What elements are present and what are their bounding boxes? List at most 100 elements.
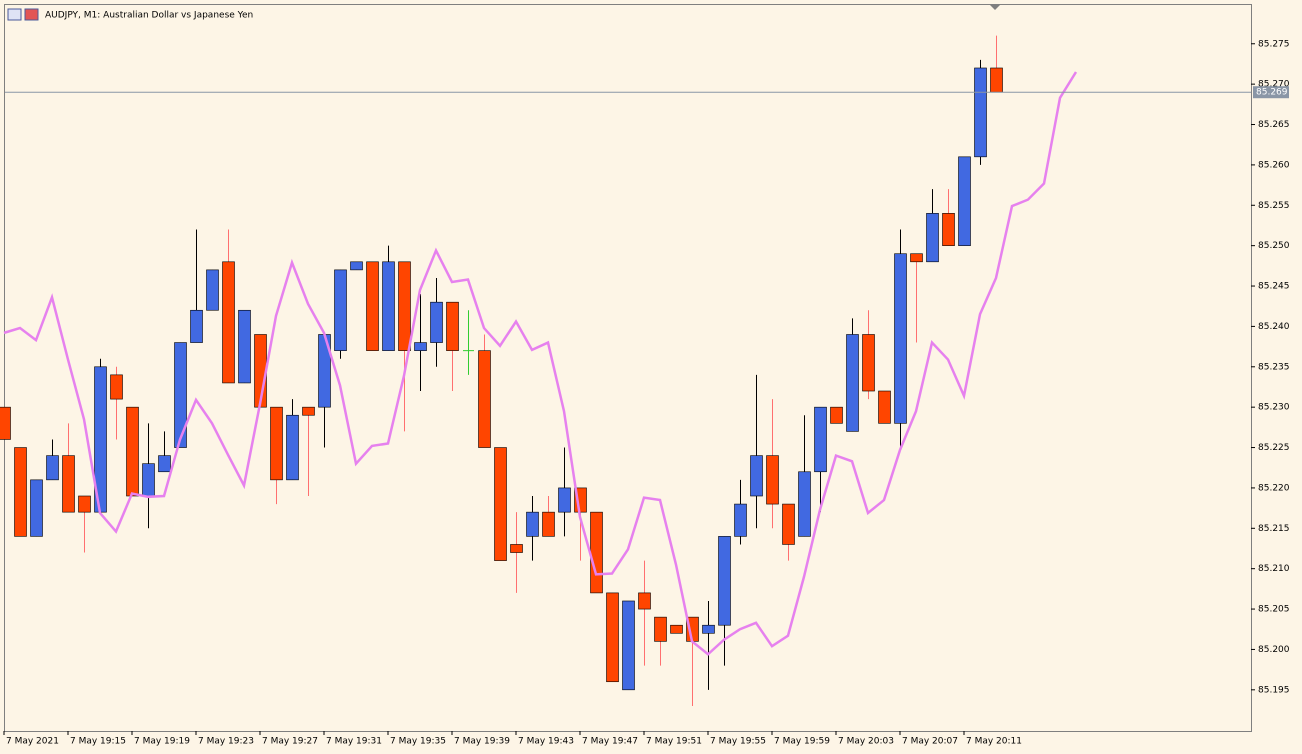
- candle-body: [382, 261, 395, 351]
- y-tick-label: 85.240: [1258, 322, 1290, 332]
- plot-layer: 85.195 85.200 85.205 85.210 85.215 85.220 85.2…: [0, 35, 1290, 747]
- candle-body: [222, 261, 235, 384]
- candle-body: [990, 67, 1003, 93]
- y-tick-label: 85.205: [1258, 605, 1290, 615]
- candle-body: [542, 511, 555, 537]
- candle-body: [350, 261, 363, 271]
- candle-body: [478, 350, 491, 448]
- candle-body: [334, 269, 347, 351]
- candle-body: [878, 390, 891, 424]
- candle-body: [446, 301, 459, 351]
- candle-body: [734, 503, 747, 537]
- candle-body: [766, 455, 779, 505]
- icon: [24, 8, 39, 21]
- candle-body: [62, 455, 75, 513]
- candle-body: [270, 406, 283, 481]
- candle-body: [958, 156, 971, 246]
- candle-body: [0, 406, 11, 440]
- x-tick-label: 7 May 19:27: [262, 737, 318, 747]
- candle-body: [846, 334, 859, 432]
- candle-body: [606, 592, 619, 683]
- x-tick-label: 7 May 19:15: [70, 737, 126, 747]
- y-tick-label: 85.195: [1258, 685, 1290, 695]
- y-tick-label: 85.270: [1258, 80, 1290, 90]
- candle-body: [814, 406, 827, 473]
- candle-body: [142, 463, 155, 497]
- x-tick-label: 7 May 20:11: [966, 737, 1022, 747]
- shift-marker: [990, 5, 1000, 10]
- candle-body: [398, 261, 411, 351]
- y-tick-label: 85.260: [1258, 160, 1290, 170]
- candle-body: [718, 536, 731, 626]
- x-tick-label: 7 May 19:19: [134, 737, 190, 747]
- y-tick-label: 85.220: [1258, 483, 1290, 493]
- candle-body: [798, 471, 811, 537]
- x-tick-label: 7 May 2021: [6, 737, 59, 747]
- candle-body: [622, 600, 635, 691]
- candle-body: [286, 414, 299, 481]
- y-tick-label: 85.275: [1258, 39, 1290, 49]
- y-tick-label: 85.215: [1258, 524, 1290, 534]
- candle-body: [894, 253, 907, 424]
- candle-body: [942, 213, 955, 246]
- x-tick-label: 7 May 20:03: [838, 737, 894, 747]
- candle-body: [654, 616, 667, 642]
- candle-body: [190, 309, 203, 343]
- indicator-line: [3, 71, 1078, 656]
- candle-body: [590, 511, 603, 594]
- x-tick-label: 7 May 19:31: [326, 737, 382, 747]
- y-tick-label: 85.255: [1258, 201, 1290, 211]
- candle-body: [926, 213, 939, 263]
- candle-body: [862, 334, 875, 392]
- y-tick-label: 85.230: [1258, 403, 1290, 413]
- current-price-box: [1253, 86, 1289, 99]
- candle-body: [158, 455, 171, 473]
- candle-body: [414, 342, 427, 351]
- candle-body: [974, 67, 987, 158]
- candle-body: [126, 406, 139, 497]
- icon: [7, 8, 22, 21]
- x-tick-label: 7 May 19:43: [518, 737, 574, 747]
- x-tick-label: 7 May 20:07: [902, 737, 958, 747]
- x-tick-label: 7 May 19:55: [710, 737, 766, 747]
- candle-body: [206, 269, 219, 311]
- y-tick-label: 85.235: [1258, 362, 1290, 372]
- candle-body: [430, 301, 443, 343]
- candle-body: [78, 495, 91, 513]
- x-tick-label: 7 May 19:23: [198, 737, 254, 747]
- candle-body: [526, 511, 539, 537]
- candle-body: [302, 406, 315, 416]
- candle-body: [14, 447, 27, 537]
- candle-body: [494, 447, 507, 561]
- candle-body: [910, 253, 923, 263]
- y-tick-label: 85.265: [1258, 120, 1290, 130]
- plot-frame: [4, 4, 1252, 732]
- candle-body: [366, 261, 379, 351]
- candle-body: [238, 309, 251, 384]
- candle-body: [750, 455, 763, 497]
- y-tick-label: 85.250: [1258, 241, 1290, 251]
- candle-body: [174, 342, 187, 448]
- x-tick-label: 7 May 19:47: [582, 737, 638, 747]
- candle-body: [670, 624, 683, 634]
- window-icons: [7, 8, 39, 21]
- x-tick-label: 7 May 19:51: [646, 737, 702, 747]
- x-tick-label: 7 May 19:35: [390, 737, 446, 747]
- candle-body: [30, 479, 43, 537]
- candle-body: [702, 624, 715, 634]
- x-tick-label: 7 May 19:59: [774, 737, 830, 747]
- chart-title: AUDJPY, M1: Australian Dollar vs Japanes…: [45, 11, 253, 21]
- y-tick-label: 85.245: [1258, 282, 1290, 292]
- candle-body: [510, 544, 523, 553]
- candle-body: [110, 374, 123, 400]
- y-tick-label: 85.210: [1258, 564, 1290, 574]
- candle-body: [46, 455, 59, 481]
- candle-body: [638, 592, 651, 610]
- candle-body: [830, 406, 843, 424]
- x-tick-label: 7 May 19:39: [454, 737, 510, 747]
- y-tick-label: 85.200: [1258, 645, 1290, 655]
- candle-body: [782, 503, 795, 545]
